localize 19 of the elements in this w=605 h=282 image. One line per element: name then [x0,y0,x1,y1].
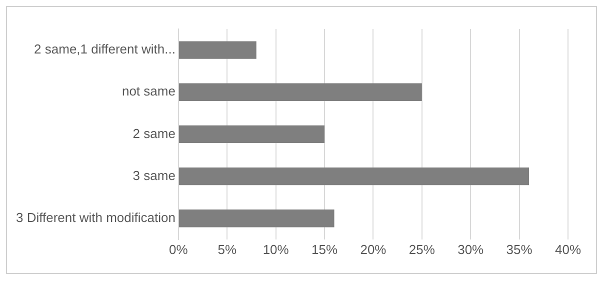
bar [178,167,530,186]
y-tick-label: 2 same,1 different with... [34,42,176,57]
x-tick-label: 30% [458,242,484,257]
bar [178,125,325,144]
x-tick-label: 10% [262,242,290,257]
x-tick-label: 40% [554,242,582,257]
y-tick-label: 3 Different with modification [16,210,176,225]
y-tick-label: 2 same [132,126,176,141]
x-tick-label: 25% [408,242,436,257]
x-tick-label: 35% [506,242,533,257]
x-tick-label: 0% [169,242,188,257]
bar [178,41,256,59]
x-tick-label: 5% [218,242,237,257]
y-tick-label: not same [122,84,176,99]
x-tick-label: 20% [360,242,387,257]
bar [178,83,422,101]
x-tick-label: 15% [312,242,338,257]
y-tick-label: 3 same [132,168,176,183]
bar [178,210,334,228]
